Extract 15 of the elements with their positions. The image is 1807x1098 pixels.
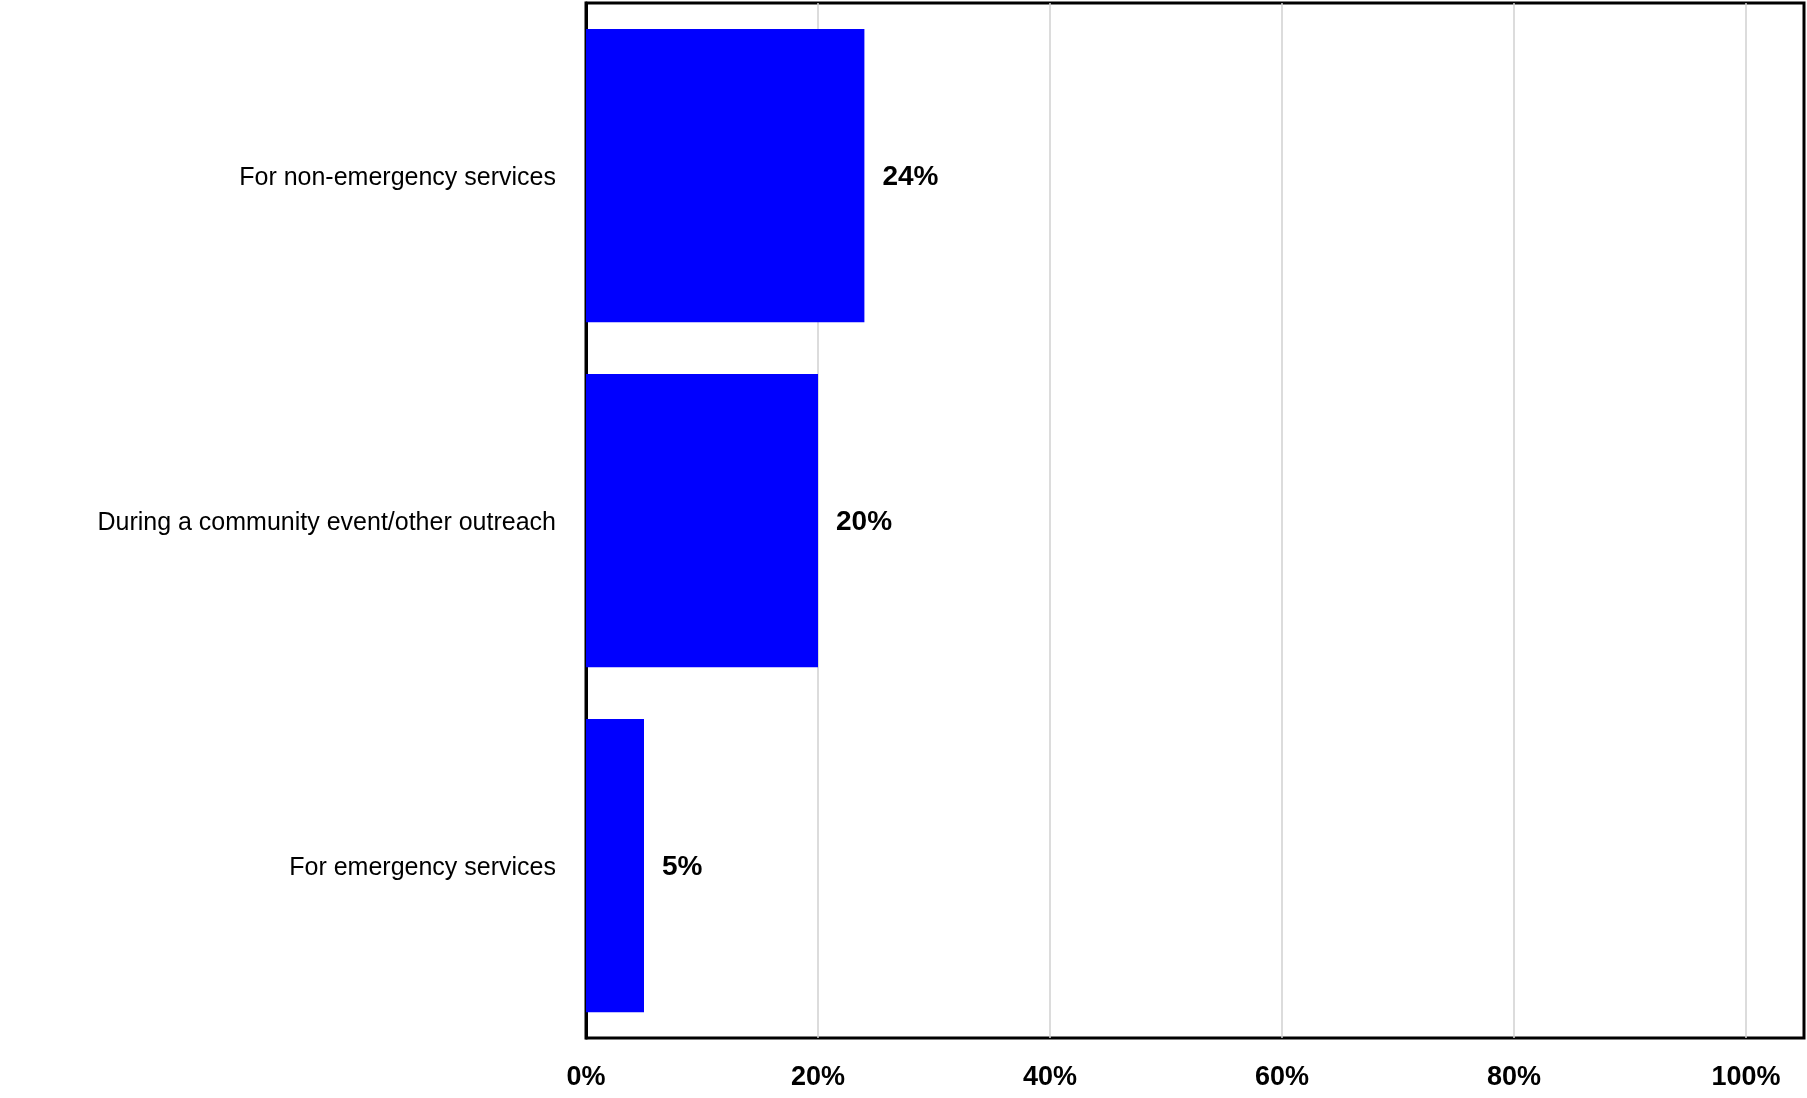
x-tick-label: 40% (1022, 1060, 1078, 1091)
x-tick-label: 80% (1486, 1060, 1542, 1091)
data-label: 24% (882, 160, 939, 191)
x-tick-label: 20% (790, 1060, 846, 1091)
y-tick-label: For emergency services (289, 851, 556, 880)
y-tick-label: During a community event/other outreach (97, 506, 556, 535)
x-tick-label: 100% (1711, 1060, 1781, 1091)
y-tick-label: For non-emergency services (239, 161, 556, 190)
bar (586, 373, 818, 668)
bar (586, 28, 865, 323)
bar (586, 718, 644, 1013)
data-label: 20% (836, 505, 893, 536)
data-label: 5% (662, 850, 703, 881)
x-tick-label: 0% (566, 1060, 606, 1091)
x-tick-label: 60% (1254, 1060, 1310, 1091)
